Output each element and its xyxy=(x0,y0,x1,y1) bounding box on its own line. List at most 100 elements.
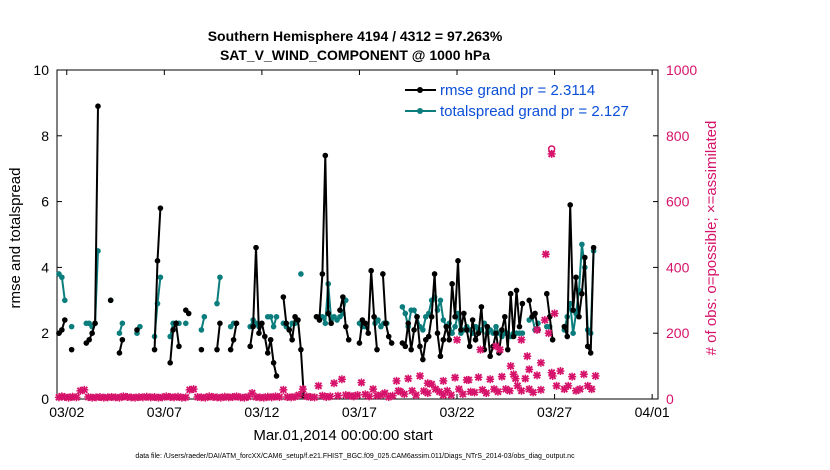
chart-title: Southern Hemisphere 4194 / 4312 = 97.263… xyxy=(208,28,503,44)
obs-assimilated-marker xyxy=(439,376,448,385)
spread-point xyxy=(59,274,65,281)
spread-point xyxy=(411,307,417,313)
obs-assimilated-marker xyxy=(310,393,319,402)
x-tick-label: 03/07 xyxy=(147,404,182,420)
obs-assimilated-marker xyxy=(536,358,545,367)
rmse-point xyxy=(414,313,420,320)
obs-assimilated-marker xyxy=(505,386,514,395)
axis-ticks: 03/02 03/07 03/12 03/17 03/22 03/27 04/0102468… xyxy=(33,62,697,420)
rmse-point xyxy=(487,353,493,360)
obs-assimilated-marker xyxy=(314,381,323,390)
rmse-point xyxy=(167,360,173,366)
obs-assimilated-marker xyxy=(523,352,532,361)
rmse-point xyxy=(564,333,571,340)
obs-assimilated-marker xyxy=(575,385,584,394)
spread-point xyxy=(420,327,426,333)
obs-assimilated-marker xyxy=(474,373,483,382)
rmse-point xyxy=(584,343,591,350)
rmse-point xyxy=(89,330,95,337)
obs-assimilated-marker xyxy=(337,375,346,384)
spread-point xyxy=(201,313,208,320)
spread-point xyxy=(68,323,75,330)
obs-assimilated-marker xyxy=(548,371,557,380)
rmse-point xyxy=(455,258,461,264)
rmse-point xyxy=(478,304,485,310)
rmse-point xyxy=(283,320,290,327)
rmse-point xyxy=(59,327,65,333)
rmse-point xyxy=(345,336,352,343)
rmse-point xyxy=(356,340,363,346)
rmse-point xyxy=(516,323,523,330)
x-axis-label: Mar.01,2014 00:00:00 start xyxy=(253,427,433,444)
rmse-point xyxy=(68,346,75,353)
rmse-point xyxy=(92,320,98,327)
rmse-point xyxy=(119,336,126,343)
x-tick-label: 03/22 xyxy=(439,404,474,420)
rmse-point xyxy=(264,350,271,356)
rmse-point xyxy=(546,313,553,320)
rmse-point xyxy=(582,254,588,261)
rmse-point xyxy=(513,287,520,294)
obs-assimilated-marker xyxy=(423,379,432,388)
obs-assimilated-marker xyxy=(533,371,542,380)
obs-assimilated-marker xyxy=(447,391,456,400)
obs-layer xyxy=(54,145,600,402)
obs-assimilated-marker xyxy=(495,345,504,354)
rmse-point xyxy=(176,343,182,350)
rmse-point xyxy=(253,244,259,251)
obs-assimilated-marker xyxy=(353,391,362,400)
rmse-point xyxy=(469,317,476,323)
spread-point xyxy=(570,330,576,337)
rmse-point xyxy=(408,346,414,353)
rmse-point xyxy=(151,346,158,353)
rmse-point xyxy=(267,336,274,343)
y-axis-label: rmse and totalspread xyxy=(7,168,24,309)
rmse-point xyxy=(270,360,277,366)
rmse-point xyxy=(382,320,389,327)
rmse-point xyxy=(230,336,237,343)
spread-line xyxy=(216,277,221,304)
rmse-point xyxy=(250,323,256,330)
rmse-line xyxy=(282,296,305,396)
rmse-point xyxy=(504,346,511,353)
obs-assimilated-marker xyxy=(369,385,378,394)
obs-assimilated-marker xyxy=(529,388,538,397)
rmse-point xyxy=(217,320,223,327)
obs-assimilated-marker xyxy=(294,391,303,400)
spread-point xyxy=(579,241,585,248)
y-tick-label: 6 xyxy=(41,194,49,210)
obs-assimilated-marker xyxy=(189,385,198,394)
rmse-point xyxy=(233,320,240,327)
rmse-point xyxy=(368,267,374,274)
rmse-point xyxy=(273,373,280,379)
spread-point xyxy=(440,317,447,323)
rmse-point xyxy=(227,346,234,353)
spread-point xyxy=(157,274,164,281)
obs-assimilated-marker xyxy=(493,387,502,396)
obs-assimilated-marker xyxy=(400,390,409,399)
rmse-line xyxy=(169,319,180,363)
rmse-point xyxy=(458,327,464,333)
obs-assimilated-marker xyxy=(525,365,534,374)
obs-assimilated-marker xyxy=(568,372,577,381)
rmse-point xyxy=(549,336,556,343)
spread-point xyxy=(273,313,280,320)
rmse-point xyxy=(463,327,470,333)
rmse-point xyxy=(173,320,179,327)
rmse-line xyxy=(85,106,99,344)
rmse-point xyxy=(440,336,447,343)
rmse-point xyxy=(325,310,332,317)
rmse-point xyxy=(567,202,573,208)
spread-point xyxy=(182,320,189,327)
rmse-point xyxy=(417,343,423,350)
rmse-point xyxy=(526,297,533,304)
rmse-point xyxy=(425,333,432,340)
chart-subtitle: SAT_V_WIND_COMPONENT @ 1000 hPa xyxy=(220,47,490,63)
rmse-point xyxy=(154,258,161,264)
legend-spread-label: totalspread grand pr = 2.127 xyxy=(440,103,629,120)
rmse-point xyxy=(431,271,438,277)
rmse-point xyxy=(576,313,582,320)
obs-assimilated-marker xyxy=(497,372,506,381)
rmse-point xyxy=(157,205,164,211)
obs-assimilated-marker xyxy=(415,371,424,380)
